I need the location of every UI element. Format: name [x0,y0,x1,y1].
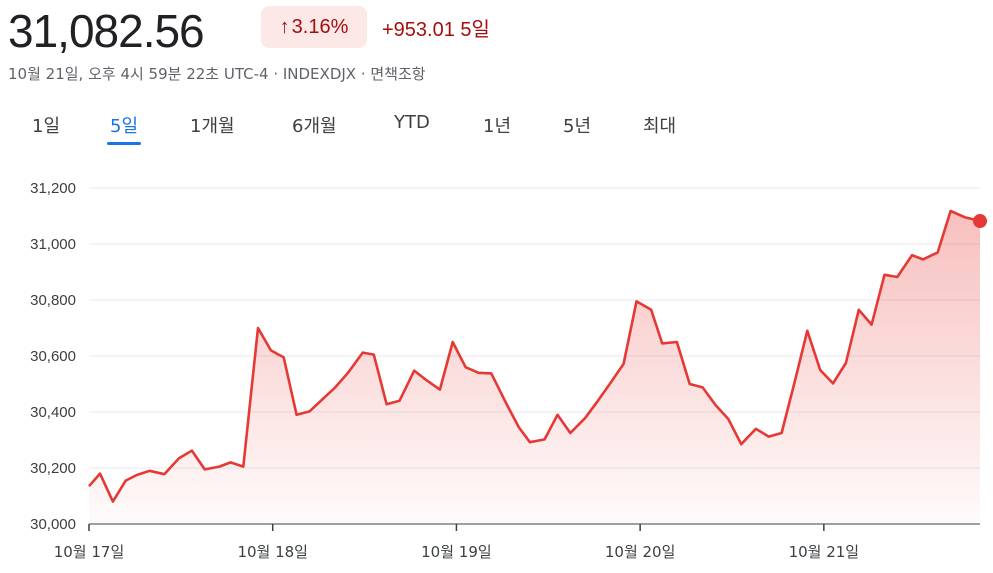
tab-max[interactable]: 최대 [643,116,677,137]
change-percent-badge: ↑ 3.16% [261,6,367,48]
price-line [88,209,981,503]
change-period: 5일 [460,19,490,41]
price-area [89,211,980,524]
x-tick-label: 10월 19일 [421,543,492,561]
y-tick-label: 30,200 [30,460,76,477]
x-axis: 10월 17일 10월 18일 10월 19일 10월 20일 10월 21일 [54,524,859,561]
last-price-dot [973,214,987,229]
y-tick-label: 31,000 [30,236,76,253]
arrow-up-icon: ↑ [279,16,290,38]
tab-1y[interactable]: 1년 [483,116,512,137]
tab-5y[interactable]: 5년 [563,116,592,137]
x-tick-label: 10월 20일 [605,543,676,561]
tab-1d[interactable]: 1일 [32,116,61,137]
tab-1m[interactable]: 1개월 [190,116,235,137]
y-tick-label: 30,600 [30,348,76,365]
y-tick-label: 30,000 [30,516,76,533]
y-tick-label: 30,400 [30,404,76,421]
quote-meta: 10월 21일, 오후 4시 59분 22초 UTC-4 · INDEXDJX … [8,65,426,83]
change-percent: 3.16% [291,16,349,38]
y-tick-label: 30,800 [30,292,76,309]
tab-ytd[interactable]: YTD [394,112,430,133]
tab-6m[interactable]: 6개월 [292,116,337,137]
current-price: 31,082.56 [8,5,205,57]
tab-5d[interactable]: 5일 [106,112,142,145]
x-tick-label: 10월 17일 [54,543,125,561]
x-tick-label: 10월 21일 [789,543,860,561]
y-tick-label: 31,200 [30,180,76,197]
x-tick-label: 10월 18일 [237,543,308,561]
y-axis: 31,200 31,000 30,800 30,600 30,400 30,200 30,0… [30,180,76,533]
change-absolute: +953.01 [382,19,455,41]
range-tabs: 1일 5일 1개월 6개월 YTD 1년 5년 최대 [0,112,993,152]
change-summary: +953.01 5일 [382,13,490,42]
